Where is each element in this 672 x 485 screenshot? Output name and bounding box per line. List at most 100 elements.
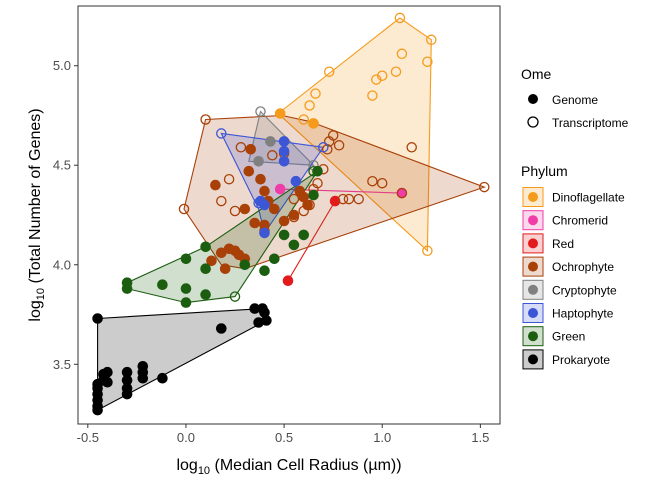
point-dinoflagellate-transcriptome-4 (390, 66, 402, 77)
point-ochrophyte-genome-18 (288, 209, 300, 221)
point-dinoflagellate-transcriptome-12 (422, 245, 433, 257)
y-tick-label-2: 4.5 (53, 158, 71, 173)
point-cryptophyte-transcriptome-0 (255, 106, 266, 117)
point-green-genome-16 (312, 165, 323, 177)
y-axis-title-main: log (27, 300, 44, 321)
point-ochrophyte-transcriptome-21 (367, 175, 378, 187)
point-green-genome-11 (268, 253, 280, 265)
point-ochrophyte-transcriptome-18 (337, 193, 349, 205)
point-green-genome-6 (200, 241, 211, 253)
point-haptophyte-genome-0 (278, 136, 290, 147)
y-axis-title-sub: 10 (35, 288, 47, 300)
point-green-genome-12 (278, 229, 290, 241)
point-ochrophyte-transcriptome-17 (333, 140, 345, 151)
point-prokaryote-genome-18 (157, 372, 168, 384)
point-green-genome-3 (180, 253, 192, 265)
point-layer (92, 12, 490, 416)
point-ochrophyte-genome-17 (278, 215, 290, 227)
legend-transcriptome-marker (527, 116, 539, 128)
x-axis-title-main: log (176, 457, 197, 474)
x-tick-label-3: 1.0 (373, 430, 391, 445)
point-prokaryote-genome-17 (137, 372, 149, 384)
legend-transcriptome-label: Transcriptome (552, 116, 629, 130)
point-dinoflagellate-transcriptome-3 (396, 48, 408, 60)
point-ochrophyte-transcriptome-23 (396, 187, 408, 199)
y-axis-title: log10 (Total Number of Genes) (27, 108, 47, 321)
point-ochrophyte-transcriptome-24 (406, 142, 417, 153)
point-ochrophyte-genome-21 (302, 199, 313, 211)
point-haptophyte-genome-5 (259, 227, 270, 239)
point-green-genome-13 (288, 239, 300, 251)
point-green-genome-1 (121, 283, 133, 294)
point-prokaryote-genome-10 (102, 376, 113, 388)
x-axis-title-sub: 10 (198, 465, 210, 477)
legend-label-red: Red (552, 237, 574, 251)
point-green-genome-5 (180, 297, 192, 308)
point-ochrophyte-transcriptome-16 (327, 130, 339, 141)
hull-layer (97, 17, 486, 412)
point-ochrophyte-transcriptome-8 (288, 193, 300, 205)
point-green-genome-10 (259, 265, 270, 277)
y-axis-title-rest: (Total Number of Genes) (27, 108, 44, 288)
point-dinoflagellate-transcriptome-6 (371, 74, 382, 85)
point-ochrophyte-transcriptome-22 (376, 177, 388, 189)
point-green-transcriptome-0 (229, 291, 241, 302)
point-green-genome-15 (308, 189, 319, 201)
point-ochrophyte-genome-11 (259, 185, 270, 197)
point-green-genome-7 (200, 263, 211, 275)
point-haptophyte-genome-6 (255, 195, 266, 207)
x-tick-label-2: 0.5 (275, 430, 293, 445)
legend-genome-label: Genome (552, 93, 598, 107)
x-axis: -0.5 0.0 0.5 1.0 1.5 (77, 424, 489, 445)
legend-marker-red (528, 238, 538, 249)
point-prokaryote-genome-19 (216, 323, 227, 334)
point-green-genome-9 (239, 259, 251, 271)
point-ochrophyte-transcriptome-3 (223, 173, 235, 185)
point-ochrophyte-genome-14 (239, 203, 251, 215)
ome-legend-title: Ome (521, 66, 552, 82)
point-prokaryote-genome-6 (92, 404, 103, 416)
point-prokaryote-genome-9 (102, 366, 113, 378)
point-haptophyte-genome-1 (278, 146, 290, 157)
point-ochrophyte-transcriptome-20 (353, 193, 364, 205)
x-tick-label-0: -0.5 (77, 430, 99, 445)
x-axis-title-rest: (Median Cell Radius (µm)) (210, 457, 401, 474)
point-green-genome-2 (157, 279, 168, 291)
point-dinoflagellate-genome-0 (274, 108, 286, 119)
point-dinoflagellate-transcriptome-11 (298, 114, 309, 125)
point-dinoflagellate-genome-1 (308, 118, 319, 129)
point-dinoflagellate-transcriptome-2 (422, 56, 433, 67)
point-ochrophyte-genome-15 (249, 217, 260, 229)
point-red-genome-1 (329, 195, 341, 207)
legend-marker-green (528, 331, 538, 342)
legend-label-chromerid: Chromerid (552, 214, 608, 228)
x-tick-label-1: 0.0 (177, 430, 195, 445)
legend-marker-ochrophyte (528, 261, 538, 272)
x-tick-label-4: 1.5 (471, 430, 489, 445)
point-ochrophyte-transcriptome-0 (178, 203, 190, 215)
point-ochrophyte-transcriptome-25 (479, 181, 490, 193)
hull-red (287, 200, 336, 281)
point-ochrophyte-transcriptome-12 (312, 177, 323, 189)
y-tick-label-3: 5.0 (53, 58, 71, 73)
point-cryptophyte-genome-0 (253, 156, 264, 167)
point-ochrophyte-transcriptome-4 (229, 205, 241, 217)
point-dinoflagellate-transcriptome-0 (394, 12, 406, 24)
point-haptophyte-genome-2 (278, 156, 290, 167)
point-prokaryote-genome-0 (92, 313, 103, 324)
point-cryptophyte-genome-1 (265, 136, 276, 147)
point-ochrophyte-transcriptome-5 (235, 142, 247, 153)
point-chromerid-genome-0 (274, 183, 286, 195)
legend-label-haptophyte: Haptophyte (552, 307, 614, 321)
legend-marker-haptophyte (528, 308, 538, 318)
legend-label-dinoflagellate: Dinoflagellate (552, 191, 625, 205)
point-ochrophyte-genome-0 (210, 179, 221, 191)
point-green-genome-14 (298, 229, 310, 241)
legend-marker-prokaryote (528, 354, 538, 365)
legend-genome-marker (528, 94, 538, 104)
point-prokaryote-genome-24 (261, 315, 272, 326)
point-ochrophyte-transcriptome-2 (216, 195, 227, 207)
point-green-genome-4 (180, 283, 192, 294)
y-tick-label-1: 4.0 (53, 257, 71, 272)
